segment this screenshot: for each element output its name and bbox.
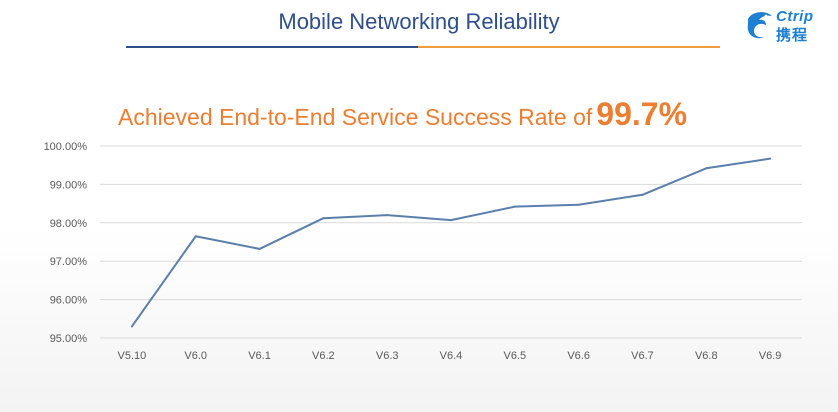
x-tick-label: V6.1 bbox=[248, 350, 271, 362]
x-tick-label: V6.3 bbox=[376, 350, 399, 362]
data-point bbox=[577, 203, 580, 206]
dolphin-icon bbox=[747, 12, 772, 39]
headline-value: 99.7% bbox=[596, 96, 688, 132]
headline-text: Achieved End-to-End Service Success Rate… bbox=[118, 104, 593, 130]
data-point bbox=[258, 247, 261, 250]
logo-chinese-text: 携程 bbox=[776, 26, 809, 44]
x-tick-label: V6.2 bbox=[312, 350, 335, 362]
title-underline bbox=[126, 46, 720, 48]
ctrip-logo: Ctrip 携程 bbox=[742, 7, 828, 44]
x-tick-label: V6.7 bbox=[631, 350, 654, 362]
x-tick-label: V6.0 bbox=[184, 350, 207, 362]
y-tick-label: 99.00% bbox=[50, 179, 88, 191]
data-point bbox=[705, 167, 708, 170]
series-line bbox=[131, 157, 771, 328]
y-tick-label: 96.00% bbox=[50, 295, 88, 307]
data-point bbox=[513, 205, 516, 208]
y-tick-label: 97.00% bbox=[50, 256, 88, 268]
y-tick-label: 98.00% bbox=[50, 218, 88, 230]
x-tick-label: V6.5 bbox=[503, 350, 526, 362]
data-point bbox=[130, 325, 133, 328]
data-point bbox=[194, 235, 197, 238]
headline: Achieved End-to-End Service Success Rate… bbox=[118, 96, 687, 133]
y-tick-label: 100.00% bbox=[44, 141, 88, 153]
x-tick-label: V6.4 bbox=[440, 350, 463, 362]
title-underline-blue bbox=[126, 46, 418, 48]
data-point bbox=[769, 157, 772, 160]
data-point bbox=[386, 214, 389, 217]
x-tick-label: V5.10 bbox=[118, 350, 147, 362]
x-tick-label: V6.8 bbox=[695, 350, 718, 362]
logo-wordmark: Ctrip bbox=[776, 8, 814, 25]
y-tick-label: 95.00% bbox=[50, 333, 88, 345]
data-point bbox=[450, 219, 452, 222]
x-tick-label: V6.6 bbox=[567, 350, 590, 362]
data-point bbox=[322, 217, 325, 220]
data-point bbox=[641, 193, 644, 196]
title-underline-orange bbox=[418, 46, 720, 48]
x-tick-label: V6.9 bbox=[759, 350, 782, 362]
slide-title: Mobile Networking Reliability bbox=[278, 9, 560, 34]
